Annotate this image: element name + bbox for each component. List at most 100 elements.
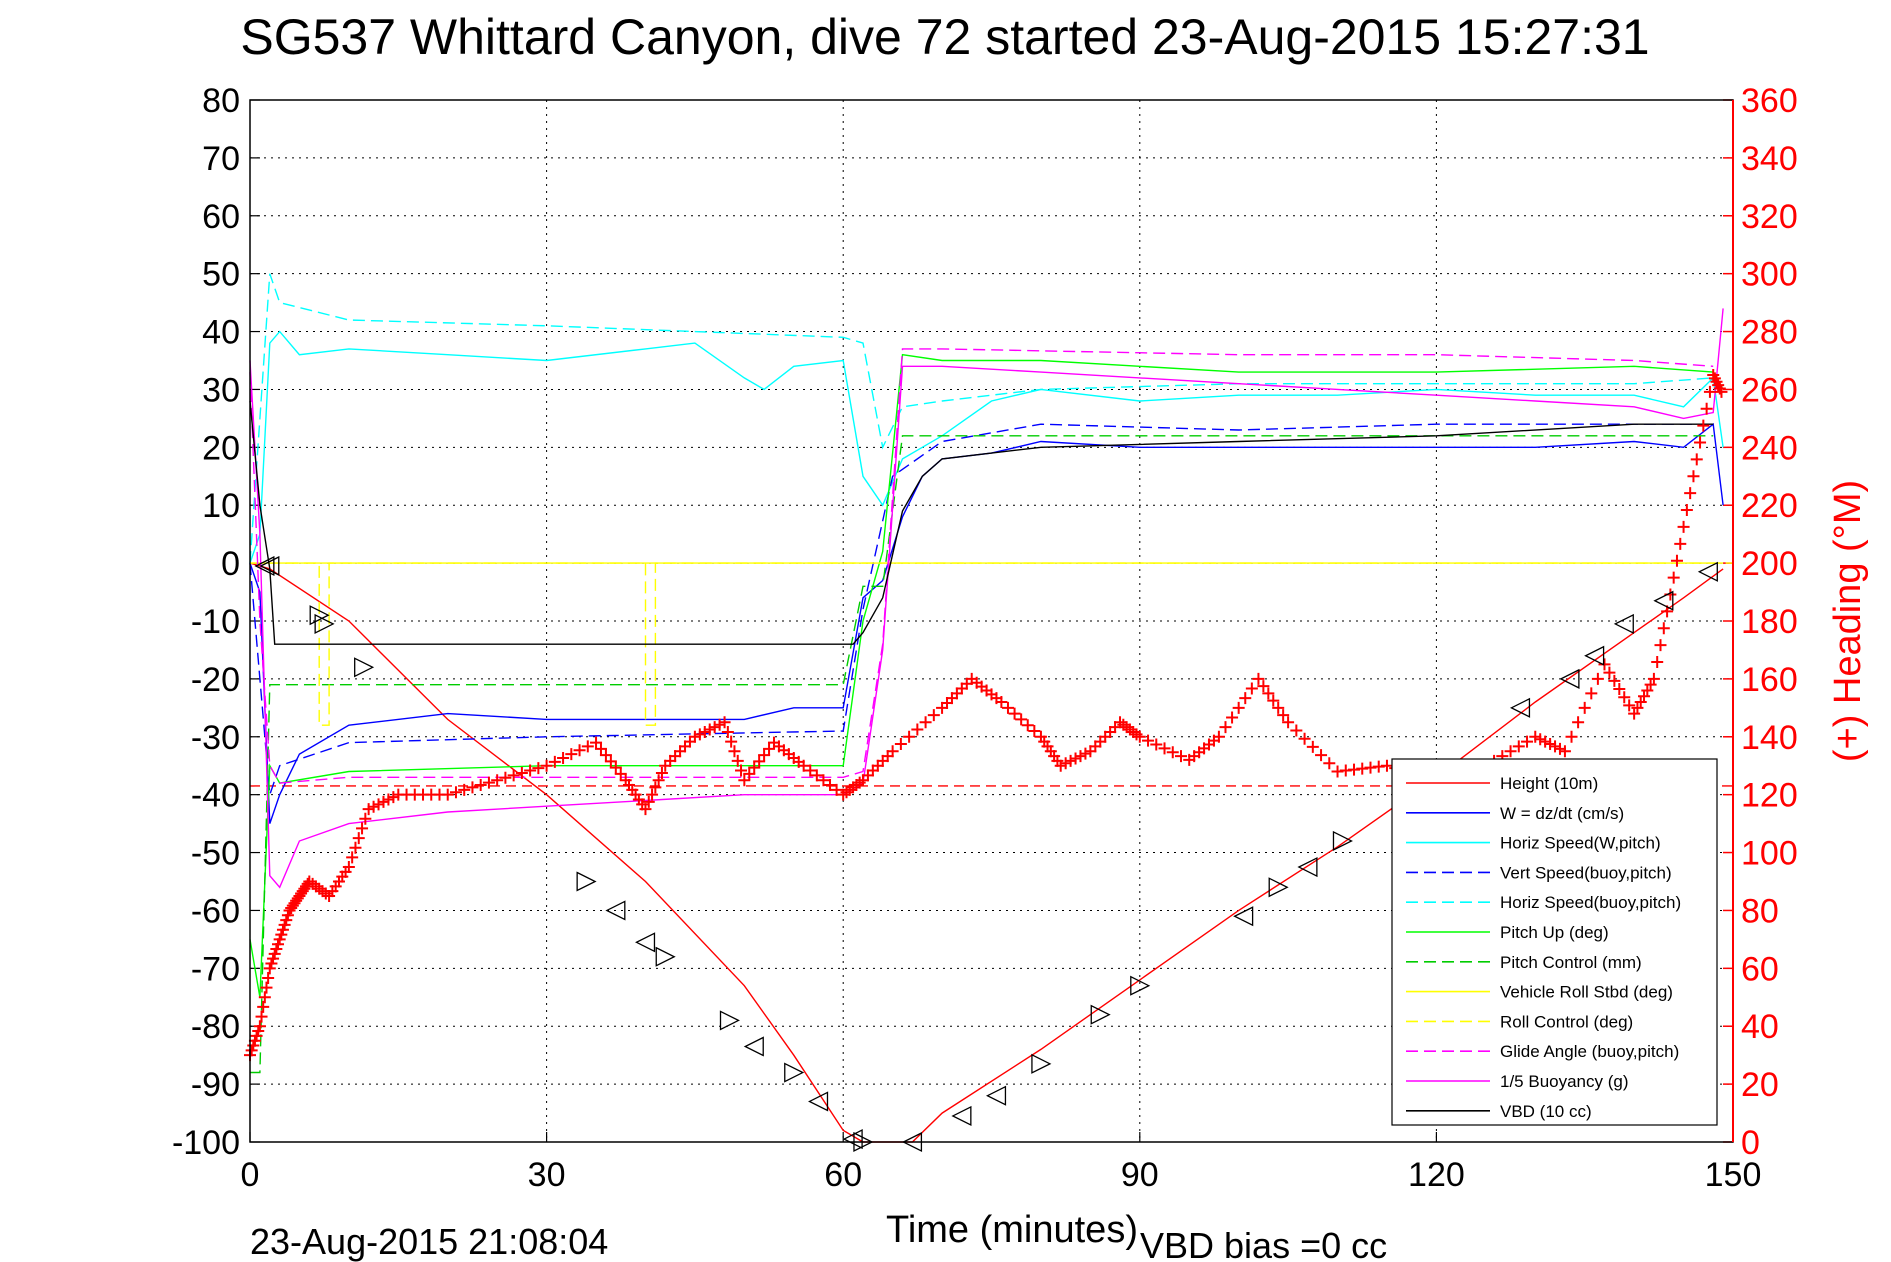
heading-marker — [1262, 687, 1275, 700]
heading-marker — [1028, 724, 1041, 737]
heading-marker — [1133, 730, 1146, 743]
vbd-bias: VBD bias =0 cc — [1140, 1225, 1387, 1262]
triangle-marker — [743, 1036, 764, 1057]
heading-marker — [1226, 711, 1239, 724]
y-tick-label-right: 360 — [1741, 82, 1798, 120]
series-line-1 — [249, 422, 1724, 824]
triangle-marker — [1653, 590, 1674, 611]
y-tick-label-left: -60 — [191, 892, 240, 930]
y-tick-label-right: 120 — [1741, 777, 1798, 815]
heading-marker — [524, 764, 537, 777]
heading-marker — [1380, 759, 1393, 772]
heading-marker — [649, 781, 662, 794]
heading-marker — [652, 774, 665, 787]
y-tick-label-right: 40 — [1741, 1008, 1779, 1046]
y-tick-label-left: -30 — [191, 719, 240, 757]
triangle-marker — [1130, 975, 1151, 996]
heading-marker — [911, 723, 924, 736]
y-tick-label-right: 100 — [1741, 835, 1798, 873]
timestamp: 23-Aug-2015 21:08:04 — [250, 1221, 608, 1262]
heading-marker — [1565, 730, 1578, 743]
heading-marker — [253, 1020, 266, 1033]
heading-marker — [1700, 402, 1713, 415]
heading-marker — [614, 767, 627, 780]
heading-marker — [817, 774, 830, 787]
heading-marker — [731, 754, 744, 767]
heading-marker — [1267, 694, 1280, 707]
heading-marker — [646, 788, 659, 801]
heading-marker — [1703, 385, 1716, 398]
heading-marker — [927, 709, 940, 722]
triangle-marker — [784, 1062, 805, 1083]
heading-marker — [1654, 639, 1667, 652]
y-tick-label-right: 280 — [1741, 314, 1798, 352]
series-line-2 — [249, 330, 1724, 564]
heading-marker — [262, 971, 275, 984]
y-tick-label-right: 240 — [1741, 429, 1798, 467]
heading-marker — [1245, 682, 1258, 695]
heading-marker — [581, 740, 594, 753]
heading-marker — [1684, 487, 1697, 500]
heading-marker — [260, 981, 273, 994]
heading-marker — [594, 742, 607, 755]
triangle-marker — [1268, 877, 1289, 898]
heading-marker — [458, 783, 471, 796]
heading-marker — [738, 774, 751, 787]
y-tick-label-right: 20 — [1741, 1066, 1779, 1104]
heading-marker — [1272, 701, 1285, 714]
triangle-markers — [254, 555, 1718, 1153]
series-lines — [249, 273, 1733, 1143]
heading-marker — [1603, 666, 1616, 679]
heading-marker — [548, 755, 561, 768]
y-tick-label-left: -70 — [191, 950, 240, 988]
heading-marker — [1282, 716, 1295, 729]
legend-label: W = dz/dt (cm/s) — [1500, 804, 1624, 823]
series-line-4 — [249, 273, 1714, 564]
triangle-marker — [808, 1091, 829, 1112]
y-tick-label-right: 340 — [1741, 140, 1798, 178]
triangle-marker — [1584, 645, 1605, 666]
legend-label: Pitch Control (mm) — [1500, 953, 1642, 972]
legend-label: Vert Speed(buoy,pitch) — [1500, 863, 1672, 882]
series-line-11 — [249, 400, 1714, 645]
y-tick-label-left: 40 — [202, 314, 240, 352]
triangle-marker — [309, 605, 330, 626]
heading-marker — [810, 769, 823, 782]
y-tick-label-right: 260 — [1741, 371, 1798, 409]
heading-marker — [758, 749, 771, 762]
legend-label: 1/5 Buoyancy (g) — [1500, 1072, 1629, 1091]
heading-marker — [1212, 730, 1225, 743]
heading-marker — [491, 774, 504, 787]
y-tick-label-left: -100 — [172, 1124, 240, 1162]
triangle-marker — [1613, 613, 1634, 634]
heading-marker — [1290, 724, 1303, 737]
heading-marker — [1298, 732, 1311, 745]
heading-marker — [1585, 687, 1598, 700]
heading-marker — [565, 748, 578, 761]
heading-marker — [1150, 738, 1163, 751]
heading-marker — [1521, 735, 1534, 748]
heading-marker — [1591, 672, 1604, 685]
heading-marker — [1252, 672, 1265, 685]
y-tick-label-left: 80 — [202, 82, 240, 120]
heading-marker — [257, 1000, 270, 1013]
heading-marker — [557, 752, 570, 765]
triangle-marker — [1090, 1004, 1111, 1025]
heading-marker — [1670, 554, 1683, 567]
triangle-marker — [259, 555, 280, 577]
heading-marker — [1504, 745, 1517, 758]
heading-marker — [466, 781, 479, 794]
heading-marker — [1613, 683, 1626, 696]
triangle-marker — [1233, 906, 1254, 927]
x-tick-label: 150 — [1705, 1156, 1762, 1194]
heading-marker — [1598, 658, 1611, 671]
legend-label: Height (10m) — [1500, 774, 1598, 793]
triangle-marker — [951, 1105, 972, 1127]
heading-marker — [1166, 746, 1179, 759]
y-tick-label-left: 70 — [202, 140, 240, 178]
heading-marker — [342, 861, 355, 874]
heading-marker — [748, 761, 761, 774]
y-tick-label-right: 80 — [1741, 892, 1779, 930]
heading-marker — [1697, 419, 1710, 432]
